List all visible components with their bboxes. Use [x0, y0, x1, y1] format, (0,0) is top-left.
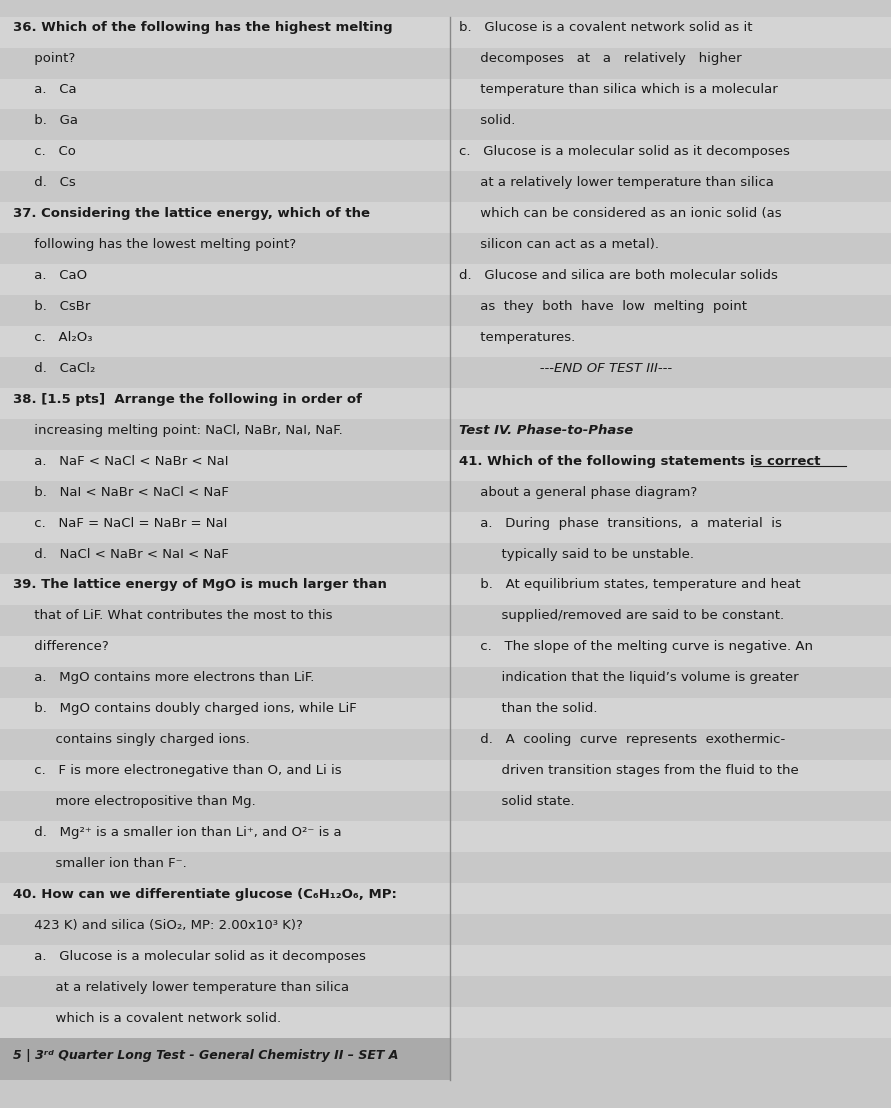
Text: a.   During  phase  transitions,  a  material  is: a. During phase transitions, a material …: [459, 516, 781, 530]
Bar: [0, 234, 891, 265]
Text: increasing melting point: NaCl, NaBr, NaI, NaF.: increasing melting point: NaCl, NaBr, Na…: [13, 423, 343, 437]
Text: temperature than silica which is a molecular: temperature than silica which is a molec…: [459, 83, 778, 96]
Bar: [0, 574, 891, 605]
Text: c.   Al₂O₃: c. Al₂O₃: [13, 331, 93, 343]
Text: following has the lowest melting point?: following has the lowest melting point?: [13, 238, 297, 250]
Text: c.   The slope of the melting curve is negative. An: c. The slope of the melting curve is neg…: [459, 640, 813, 654]
Text: driven transition stages from the fluid to the: driven transition stages from the fluid …: [459, 765, 798, 777]
Bar: [0, 852, 891, 883]
Text: ---END OF TEST III---: ---END OF TEST III---: [459, 362, 672, 375]
Bar: [0, 17, 891, 48]
Text: Test IV. Phase-to-Phase: Test IV. Phase-to-Phase: [459, 423, 634, 437]
Bar: [0, 729, 891, 760]
Text: 40. How can we differentiate glucose (C₆H₁₂O₆, MP:: 40. How can we differentiate glucose (C₆…: [13, 888, 397, 901]
Text: a.   NaF < NaCl < NaBr < NaI: a. NaF < NaCl < NaBr < NaI: [13, 454, 229, 468]
Text: solid.: solid.: [459, 114, 515, 127]
Text: 41. Which of the following statements is correct: 41. Which of the following statements is…: [459, 454, 821, 468]
Bar: [0, 48, 891, 79]
Text: at a relatively lower temperature than silica: at a relatively lower temperature than s…: [459, 176, 773, 189]
Text: 39. The lattice energy of MgO is much larger than: 39. The lattice energy of MgO is much la…: [13, 578, 388, 592]
Bar: [0, 172, 891, 203]
Text: b.   At equilibrium states, temperature and heat: b. At equilibrium states, temperature an…: [459, 578, 800, 592]
Bar: [0, 883, 891, 914]
Text: a.   Ca: a. Ca: [13, 83, 77, 96]
Bar: [0, 419, 891, 450]
Text: d.   CaCl₂: d. CaCl₂: [13, 362, 95, 375]
Bar: [0, 326, 891, 357]
Text: supplied/removed are said to be constant.: supplied/removed are said to be constant…: [459, 609, 784, 623]
Text: temperatures.: temperatures.: [459, 331, 575, 343]
Bar: [0, 760, 891, 790]
Text: d.   Glucose and silica are both molecular solids: d. Glucose and silica are both molecular…: [459, 269, 778, 281]
Text: indication that the liquid’s volume is greater: indication that the liquid’s volume is g…: [459, 671, 798, 685]
Bar: [0, 976, 891, 1007]
Text: d.   Mg²⁺ is a smaller ion than Li⁺, and O²⁻ is a: d. Mg²⁺ is a smaller ion than Li⁺, and O…: [13, 827, 342, 839]
Text: which is a covalent network solid.: which is a covalent network solid.: [13, 1012, 282, 1025]
Text: 423 K) and silica (SiO₂, MP: 2.00x10³ K)?: 423 K) and silica (SiO₂, MP: 2.00x10³ K)…: [13, 919, 303, 932]
Text: decomposes   at   a   relatively   higher: decomposes at a relatively higher: [459, 52, 741, 65]
Text: c.   F is more electronegative than O, and Li is: c. F is more electronegative than O, and…: [13, 765, 342, 777]
Text: b.   NaI < NaBr < NaCl < NaF: b. NaI < NaBr < NaCl < NaF: [13, 485, 229, 499]
Bar: [0, 605, 891, 636]
Text: more electropositive than Mg.: more electropositive than Mg.: [13, 796, 256, 808]
Text: silicon can act as a metal).: silicon can act as a metal).: [459, 238, 658, 250]
Text: a.   CaO: a. CaO: [13, 269, 87, 281]
Text: b.   CsBr: b. CsBr: [13, 300, 91, 312]
Text: 36. Which of the following has the highest melting: 36. Which of the following has the highe…: [13, 21, 393, 34]
Bar: [0, 481, 891, 512]
Bar: [0, 821, 891, 852]
Bar: [0, 914, 891, 945]
Bar: [0, 636, 891, 667]
Text: 38. [1.5 pts]  Arrange the following in order of: 38. [1.5 pts] Arrange the following in o…: [13, 392, 363, 406]
Bar: [0, 357, 891, 388]
Bar: [0, 388, 891, 419]
Text: b.   Glucose is a covalent network solid as it: b. Glucose is a covalent network solid a…: [459, 21, 752, 34]
Bar: [0, 203, 891, 234]
Text: difference?: difference?: [13, 640, 109, 654]
Text: c.   NaF = NaCl = NaBr = NaI: c. NaF = NaCl = NaBr = NaI: [13, 516, 228, 530]
Text: point?: point?: [13, 52, 76, 65]
Bar: [0, 512, 891, 543]
Text: smaller ion than F⁻.: smaller ion than F⁻.: [13, 858, 187, 870]
Bar: [0, 667, 891, 698]
Text: a.   Glucose is a molecular solid as it decomposes: a. Glucose is a molecular solid as it de…: [13, 950, 366, 963]
Text: a.   MgO contains more electrons than LiF.: a. MgO contains more electrons than LiF.: [13, 671, 315, 685]
Bar: [0, 945, 891, 976]
Text: about a general phase diagram?: about a general phase diagram?: [459, 485, 697, 499]
Text: typically said to be unstable.: typically said to be unstable.: [459, 547, 694, 561]
Text: solid state.: solid state.: [459, 796, 575, 808]
Text: which can be considered as an ionic solid (as: which can be considered as an ionic soli…: [459, 207, 781, 220]
Bar: [0, 110, 891, 141]
Bar: [0, 1038, 450, 1080]
Text: than the solid.: than the solid.: [459, 702, 597, 716]
Bar: [0, 265, 891, 295]
Bar: [0, 543, 891, 574]
Text: b.   Ga: b. Ga: [13, 114, 78, 127]
Text: d.   NaCl < NaBr < NaI < NaF: d. NaCl < NaBr < NaI < NaF: [13, 547, 229, 561]
Bar: [0, 698, 891, 729]
Bar: [0, 295, 891, 326]
Text: c.   Glucose is a molecular solid as it decomposes: c. Glucose is a molecular solid as it de…: [459, 145, 789, 158]
Text: as  they  both  have  low  melting  point: as they both have low melting point: [459, 300, 747, 312]
Bar: [0, 1007, 891, 1038]
Bar: [0, 450, 891, 481]
Text: that of LiF. What contributes the most to this: that of LiF. What contributes the most t…: [13, 609, 333, 623]
Text: at a relatively lower temperature than silica: at a relatively lower temperature than s…: [13, 981, 349, 994]
Text: b.   MgO contains doubly charged ions, while LiF: b. MgO contains doubly charged ions, whi…: [13, 702, 357, 716]
Text: 37. Considering the lattice energy, which of the: 37. Considering the lattice energy, whic…: [13, 207, 371, 220]
Text: 5 | 3ʳᵈ Quarter Long Test - General Chemistry II – SET A: 5 | 3ʳᵈ Quarter Long Test - General Chem…: [13, 1048, 399, 1061]
Text: d.   Cs: d. Cs: [13, 176, 76, 189]
Text: c.   Co: c. Co: [13, 145, 77, 158]
Text: contains singly charged ions.: contains singly charged ions.: [13, 733, 250, 747]
Text: d.   A  cooling  curve  represents  exothermic-: d. A cooling curve represents exothermic…: [459, 733, 785, 747]
Bar: [0, 790, 891, 821]
Bar: [0, 79, 891, 110]
Bar: [0, 141, 891, 172]
